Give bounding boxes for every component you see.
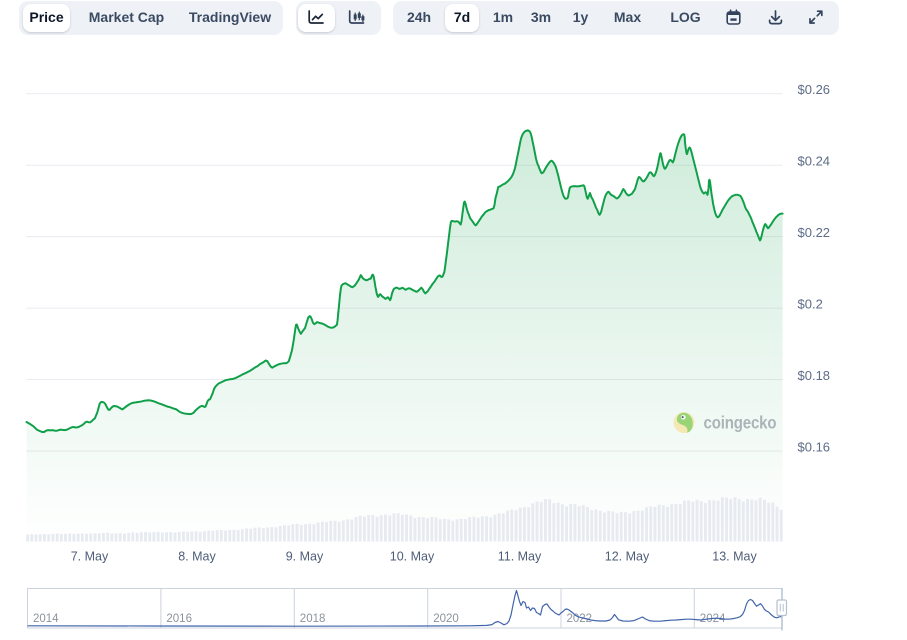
svg-text:12. May: 12. May <box>605 550 650 564</box>
svg-text:2020: 2020 <box>433 613 459 625</box>
svg-text:7. May: 7. May <box>71 550 109 564</box>
svg-text:10. May: 10. May <box>390 550 435 564</box>
svg-text:$0.26: $0.26 <box>798 82 831 97</box>
svg-text:2016: 2016 <box>166 613 192 625</box>
svg-text:$0.2: $0.2 <box>798 297 823 312</box>
svg-text:2018: 2018 <box>300 613 326 625</box>
svg-text:$0.24: $0.24 <box>798 154 831 169</box>
svg-text:13. May: 13. May <box>712 550 757 564</box>
svg-text:9. May: 9. May <box>286 550 324 564</box>
svg-text:8. May: 8. May <box>178 550 216 564</box>
svg-text:2014: 2014 <box>33 613 59 625</box>
svg-text:$0.18: $0.18 <box>798 368 831 383</box>
svg-text:2022: 2022 <box>567 613 593 625</box>
svg-text:$0.16: $0.16 <box>798 440 831 455</box>
svg-text:coingecko: coingecko <box>704 413 777 432</box>
svg-text:$0.22: $0.22 <box>798 225 831 240</box>
svg-text:11. May: 11. May <box>498 550 542 564</box>
